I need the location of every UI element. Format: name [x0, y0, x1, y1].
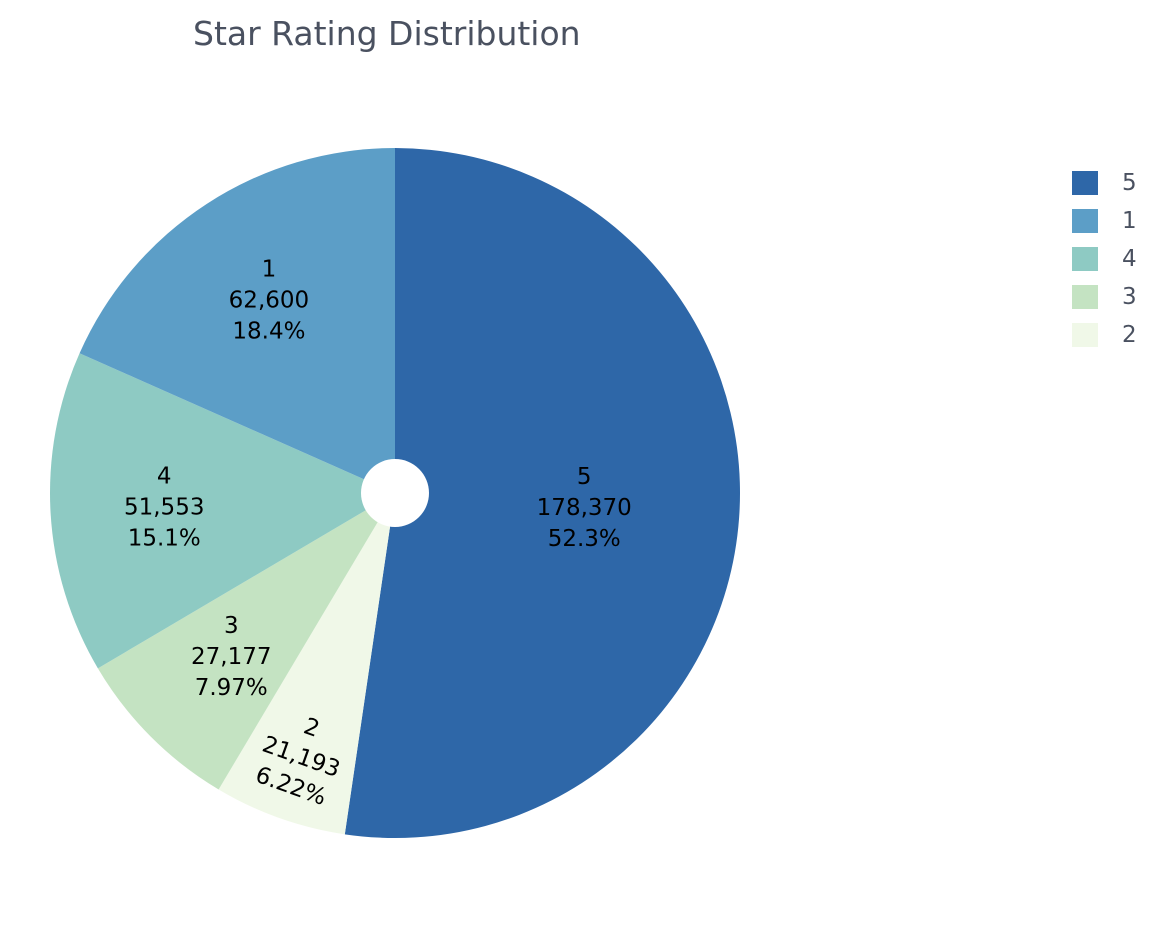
slice-label-percent: 7.97% [195, 675, 268, 701]
legend-swatch [1072, 171, 1098, 195]
legend-label: 1 [1122, 208, 1137, 234]
legend: 5 1 4 3 2 [1072, 164, 1137, 354]
slice-label-percent: 18.4% [232, 318, 305, 344]
chart-title: Star Rating Distribution [193, 14, 581, 53]
pie-slice-5 [344, 148, 740, 839]
pie-slice-1 [79, 148, 395, 493]
slice-label-percent: 52.3% [548, 526, 621, 552]
slice-label-5: 5 178,370 52.3% [537, 464, 632, 552]
legend-item-1[interactable]: 1 [1072, 202, 1137, 240]
slice-label-value: 27,177 [191, 644, 271, 670]
slice-label-value: 62,600 [229, 287, 309, 313]
pie-hole [361, 459, 429, 527]
slice-label-percent: 15.1% [128, 525, 201, 551]
legend-swatch [1072, 323, 1098, 347]
pie-slice-2 [218, 493, 395, 835]
legend-item-5[interactable]: 5 [1072, 164, 1137, 202]
legend-item-3[interactable]: 3 [1072, 278, 1137, 316]
legend-item-2[interactable]: 2 [1072, 316, 1137, 354]
slice-label-name: 3 [224, 613, 239, 639]
legend-label: 3 [1122, 284, 1137, 310]
slice-label-name: 1 [262, 256, 277, 282]
legend-label: 5 [1122, 170, 1137, 196]
slice-label-3: 3 27,177 7.97% [191, 613, 271, 701]
slice-label-1: 1 62,600 18.4% [229, 256, 309, 344]
legend-swatch [1072, 247, 1098, 271]
slice-label-name: 5 [577, 464, 592, 490]
slice-label-name: 4 [157, 463, 172, 489]
pie-slice-3 [97, 493, 395, 790]
pie-slice-4 [50, 353, 396, 669]
slice-label-value: 178,370 [537, 495, 632, 521]
slice-label-value: 51,553 [124, 494, 204, 520]
legend-label: 2 [1122, 322, 1137, 348]
legend-swatch [1072, 209, 1098, 233]
slice-label-4: 4 51,553 15.1% [124, 463, 204, 551]
legend-swatch [1072, 285, 1098, 309]
legend-label: 4 [1122, 246, 1137, 272]
legend-item-4[interactable]: 4 [1072, 240, 1137, 278]
